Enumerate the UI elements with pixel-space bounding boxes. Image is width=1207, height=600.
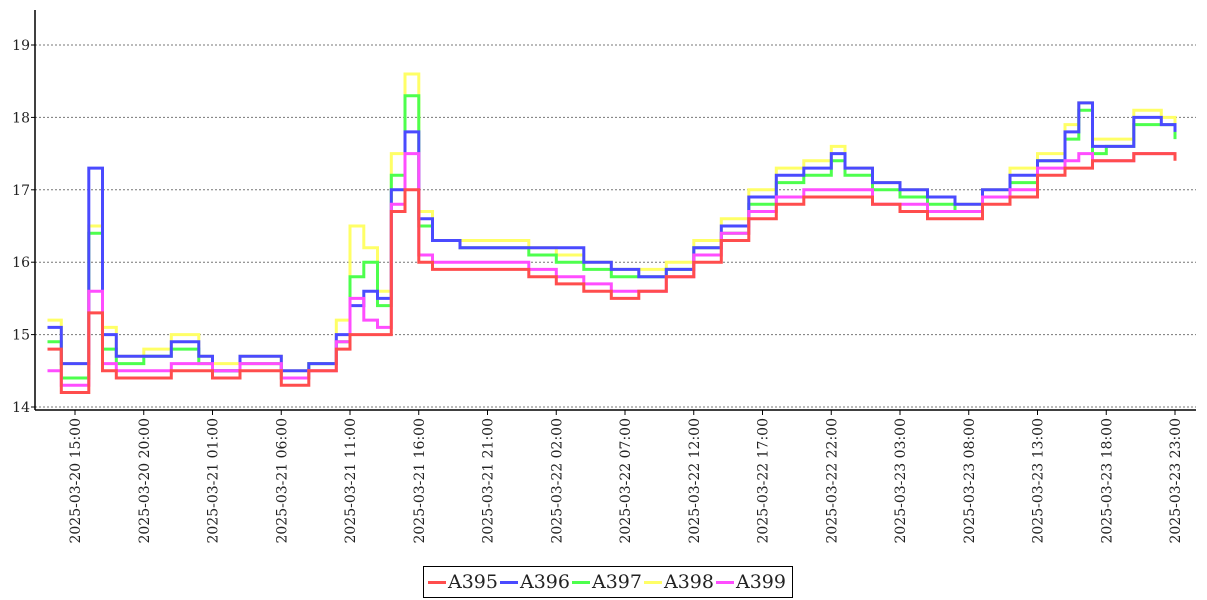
y-tick-label: 17 [12, 183, 30, 199]
grid-lines [35, 44, 1196, 408]
legend-label: A398 [664, 571, 714, 593]
y-tick-label: 18 [12, 110, 30, 126]
series-line-a396 [47, 101, 1177, 373]
legend-swatch [572, 580, 590, 584]
legend-swatch [716, 580, 734, 584]
x-tick-label: 2025-03-22 12:00 [687, 418, 703, 544]
x-tick-label: 2025-03-22 07:00 [618, 418, 634, 544]
x-tick-label: 2025-03-20 20:00 [137, 418, 153, 544]
x-tick-label: 2025-03-23 23:00 [1168, 418, 1184, 544]
y-tick-labels: 14 15 16 17 18 19 [12, 38, 35, 416]
x-tick-label: 2025-03-23 03:00 [893, 418, 909, 544]
legend: A395 A396 A397 A398 A399 [423, 566, 793, 598]
series-line-a397 [47, 94, 1177, 380]
x-tick-label: 2025-03-23 13:00 [1031, 418, 1047, 544]
series-line-a398 [47, 72, 1177, 373]
x-tick-label: 2025-03-22 17:00 [756, 418, 772, 544]
series-line-a395 [47, 152, 1177, 394]
series-lines [47, 72, 1177, 394]
legend-label: A399 [736, 571, 786, 593]
legend-swatch [644, 580, 662, 584]
y-tick-label: 19 [12, 38, 30, 54]
x-tick-label: 2025-03-21 16:00 [412, 418, 428, 544]
y-tick-label: 15 [12, 328, 30, 344]
legend-item-a396: A396 [500, 571, 570, 593]
y-tick-label: 14 [12, 400, 30, 416]
legend-swatch [428, 580, 446, 584]
legend-item-a399: A399 [716, 571, 786, 593]
legend-swatch [500, 580, 518, 584]
x-tick-label: 2025-03-23 08:00 [962, 418, 978, 544]
legend-label: A395 [448, 571, 498, 593]
x-tick-label: 2025-03-21 06:00 [274, 418, 290, 544]
y-tick-label: 16 [12, 255, 30, 271]
legend-item-a395: A395 [428, 571, 498, 593]
legend-item-a398: A398 [644, 571, 714, 593]
x-tick-label: 2025-03-21 11:00 [343, 418, 359, 544]
x-tick-label: 2025-03-22 22:00 [824, 418, 840, 544]
x-tick-labels: 2025-03-20 15:00 2025-03-20 20:00 2025-03-… [68, 410, 1184, 544]
x-tick-label: 2025-03-20 15:00 [68, 418, 84, 544]
x-tick-label: 2025-03-21 01:00 [206, 418, 222, 544]
legend-item-a397: A397 [572, 571, 642, 593]
legend-label: A397 [592, 571, 642, 593]
legend-label: A396 [520, 571, 570, 593]
x-tick-label: 2025-03-21 21:00 [481, 418, 497, 544]
x-tick-label: 2025-03-22 02:00 [549, 418, 565, 544]
x-tick-label: 2025-03-23 18:00 [1099, 418, 1115, 544]
series-line-a399 [47, 152, 1175, 387]
